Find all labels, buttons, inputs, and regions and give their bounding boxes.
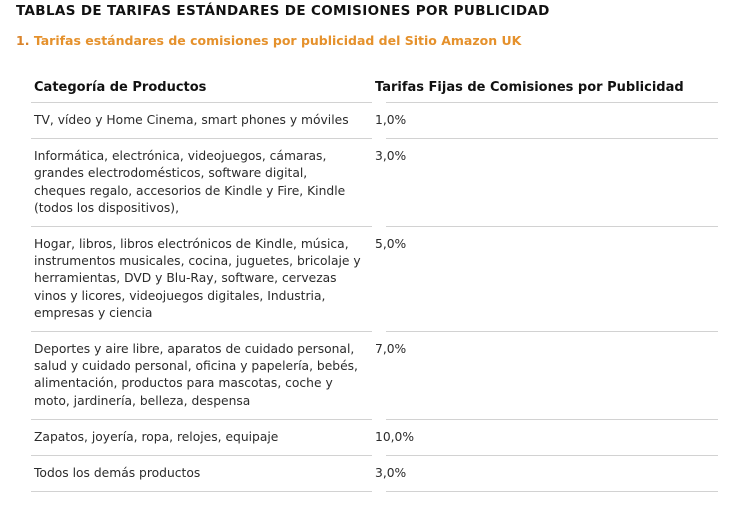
table-cell-category: Todos los demás productos bbox=[31, 458, 372, 491]
table-divider bbox=[31, 102, 718, 105]
commission-rates-table: Categoría de Productos Tarifas Fijas de … bbox=[31, 76, 718, 494]
table-cell-rate: 3,0% bbox=[372, 458, 718, 491]
table-cell-category: Deportes y aire libre, aparatos de cuida… bbox=[31, 334, 372, 419]
table-cell-rate: 5,0% bbox=[372, 229, 718, 262]
table-row: Zapatos, joyería, ropa, relojes, equipaj… bbox=[31, 422, 718, 455]
table-cell-category: Hogar, libros, libros electrónicos de Ki… bbox=[31, 229, 372, 331]
rate-text: 1,0% bbox=[375, 113, 407, 127]
section-number: 1. bbox=[16, 33, 30, 48]
category-text: Informática, electrónica, videojuegos, c… bbox=[34, 149, 346, 215]
divider-segment-left bbox=[31, 418, 372, 422]
table-cell-rate: 10,0% bbox=[372, 422, 718, 455]
page-title: TABLAS DE TARIFAS ESTÁNDARES DE COMISION… bbox=[16, 3, 550, 19]
divider-segment-right bbox=[386, 455, 718, 458]
divider-segment-right bbox=[386, 491, 718, 494]
table-divider bbox=[31, 455, 718, 458]
column-header-category: Categoría de Productos bbox=[34, 80, 207, 95]
table-row: TV, vídeo y Home Cinema, smart phones y … bbox=[31, 105, 718, 138]
rate-text: 7,0% bbox=[375, 342, 407, 357]
rate-text: 5,0% bbox=[375, 237, 407, 252]
table-header-cell-rate: Tarifas Fijas de Comisiones por Publicid… bbox=[372, 76, 718, 102]
divider-segment-left bbox=[31, 455, 372, 458]
rate-text: 3,0% bbox=[375, 466, 407, 481]
table-header-cell-category: Categoría de Productos bbox=[31, 76, 372, 102]
table-row: Todos los demás productos 3,0% bbox=[31, 458, 718, 491]
rate-text: 3,0% bbox=[375, 149, 407, 164]
divider-segment-left bbox=[31, 331, 372, 334]
table-cell-rate: 3,0% bbox=[372, 141, 718, 174]
divider-segment-right bbox=[386, 331, 718, 334]
divider-segment-right bbox=[386, 138, 718, 141]
table-header-row: Categoría de Productos Tarifas Fijas de … bbox=[31, 76, 718, 102]
category-text: Todos los demás productos bbox=[34, 466, 201, 481]
table-cell-category: Zapatos, joyería, ropa, relojes, equipaj… bbox=[31, 422, 372, 455]
table-divider bbox=[31, 418, 718, 422]
table-cell-rate: 7,0% bbox=[372, 334, 718, 367]
category-text: Deportes y aire libre, aparatos de cuida… bbox=[34, 342, 358, 408]
table-divider bbox=[31, 491, 718, 494]
section-heading-text: Tarifas estándares de comisiones por pub… bbox=[33, 33, 522, 48]
divider-segment-right bbox=[386, 226, 718, 229]
table-cell-category: TV, vídeo y Home Cinema, smart phones y … bbox=[31, 105, 372, 138]
divider-segment-right bbox=[386, 102, 718, 105]
column-header-rate: Tarifas Fijas de Comisiones por Publicid… bbox=[375, 80, 684, 95]
divider-segment-left bbox=[31, 226, 372, 229]
table-divider bbox=[31, 226, 718, 229]
divider-segment-left bbox=[31, 491, 372, 494]
rate-text: 10,0% bbox=[375, 429, 415, 444]
section-heading: 1. Tarifas estándares de comisiones por … bbox=[16, 33, 521, 48]
table-row: Hogar, libros, libros electrónicos de Ki… bbox=[31, 229, 718, 331]
table-divider bbox=[31, 138, 718, 141]
divider-segment-left bbox=[31, 102, 372, 105]
category-text: Hogar, libros, libros electrónicos de Ki… bbox=[34, 237, 361, 320]
table-cell-rate: 1,0% bbox=[372, 105, 718, 138]
table-row: Informática, electrónica, videojuegos, c… bbox=[31, 141, 718, 226]
table-row: Deportes y aire libre, aparatos de cuida… bbox=[31, 334, 718, 419]
table-cell-category: Informática, electrónica, videojuegos, c… bbox=[31, 141, 372, 226]
table-divider bbox=[31, 331, 718, 334]
category-text: Zapatos, joyería, ropa, relojes, equipaj… bbox=[34, 429, 279, 444]
divider-segment-left bbox=[31, 138, 372, 141]
divider-segment-right bbox=[386, 418, 718, 422]
category-text: TV, vídeo y Home Cinema, smart phones y … bbox=[34, 113, 349, 127]
